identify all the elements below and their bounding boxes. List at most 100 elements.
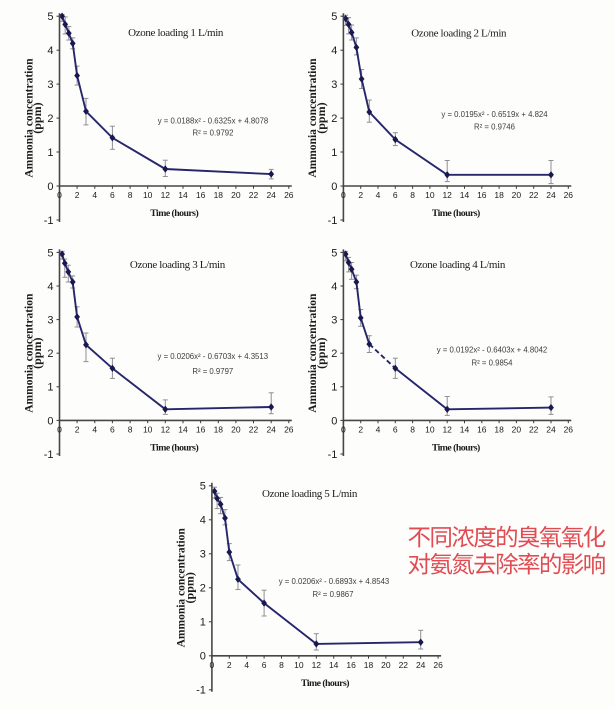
svg-text:12: 12 [161, 425, 171, 435]
svg-text:0: 0 [341, 425, 346, 435]
svg-text:4: 4 [200, 515, 206, 527]
svg-text:10: 10 [143, 425, 153, 435]
svg-text:Ozone loading 5 L/min: Ozone loading 5 L/min [262, 488, 358, 500]
svg-text:-1: -1 [328, 449, 338, 461]
svg-text:1: 1 [331, 147, 337, 159]
svg-text:Ozone loading 2 L/min: Ozone loading 2 L/min [411, 27, 507, 39]
svg-text:2: 2 [47, 348, 53, 360]
svg-text:26: 26 [284, 190, 294, 200]
svg-text:0: 0 [331, 181, 337, 193]
svg-text:26: 26 [564, 425, 574, 435]
svg-text:4: 4 [47, 45, 53, 57]
svg-text:20: 20 [381, 660, 391, 670]
svg-text:16: 16 [477, 190, 487, 200]
svg-text:y = 0.0206x² - 0.6893x + 4.854: y = 0.0206x² - 0.6893x + 4.8543 [279, 577, 390, 586]
svg-text:5: 5 [200, 481, 206, 493]
svg-text:14: 14 [329, 660, 339, 670]
svg-text:-1: -1 [44, 215, 54, 227]
svg-text:0: 0 [341, 190, 346, 200]
svg-text:26: 26 [564, 190, 574, 200]
svg-text:24: 24 [266, 425, 276, 435]
svg-text:R² = 0.9746: R² = 0.9746 [474, 122, 515, 131]
svg-text:(ppm): (ppm) [314, 338, 328, 369]
svg-text:4: 4 [92, 425, 97, 435]
svg-text:20: 20 [231, 190, 241, 200]
svg-text:8: 8 [279, 660, 284, 670]
svg-text:22: 22 [529, 190, 539, 200]
svg-text:22: 22 [529, 425, 539, 435]
svg-text:20: 20 [512, 425, 522, 435]
svg-text:22: 22 [399, 660, 409, 670]
svg-text:y = 0.0206x² - 0.6703x + 4.351: y = 0.0206x² - 0.6703x + 4.3513 [158, 352, 269, 361]
svg-text:Ammonia concentration: Ammonia concentration [176, 528, 188, 648]
svg-text:8: 8 [128, 190, 133, 200]
svg-text:R² = 0.9854: R² = 0.9854 [472, 358, 514, 367]
svg-text:12: 12 [442, 190, 452, 200]
svg-text:(ppm): (ppm) [314, 102, 328, 133]
svg-text:6: 6 [110, 425, 115, 435]
svg-text:2: 2 [227, 660, 232, 670]
svg-text:y = 0.0192x² - 0.6403x + 4.804: y = 0.0192x² - 0.6403x + 4.8042 [437, 345, 548, 354]
svg-text:(ppm): (ppm) [183, 572, 197, 603]
svg-text:Time (hours): Time (hours) [150, 443, 198, 454]
svg-text:16: 16 [196, 190, 206, 200]
svg-text:4: 4 [92, 190, 97, 200]
svg-text:Ammonia concentration: Ammonia concentration [23, 58, 35, 178]
svg-text:Time (hours): Time (hours) [432, 208, 480, 219]
svg-text:2: 2 [75, 190, 80, 200]
svg-text:y = 0.0195x² - 0.6519x + 4.824: y = 0.0195x² - 0.6519x + 4.824 [441, 110, 548, 119]
svg-text:1: 1 [47, 382, 53, 394]
svg-text:12: 12 [312, 660, 322, 670]
svg-text:3: 3 [200, 549, 206, 561]
svg-text:16: 16 [346, 660, 356, 670]
svg-text:1: 1 [47, 147, 53, 159]
svg-text:0: 0 [200, 651, 206, 663]
svg-text:Time (hours): Time (hours) [150, 208, 198, 219]
svg-text:R² = 0.9797: R² = 0.9797 [192, 367, 233, 376]
svg-text:16: 16 [477, 425, 487, 435]
svg-text:12: 12 [161, 190, 171, 200]
svg-text:Ammonia concentration: Ammonia concentration [307, 293, 319, 413]
svg-text:0: 0 [57, 425, 62, 435]
svg-text:5: 5 [47, 247, 53, 259]
svg-text:0: 0 [57, 190, 62, 200]
svg-text:1: 1 [331, 382, 337, 394]
svg-text:18: 18 [494, 190, 504, 200]
svg-text:(ppm): (ppm) [30, 338, 44, 369]
svg-text:y = 0.0188x² - 0.6325x + 4.807: y = 0.0188x² - 0.6325x + 4.8078 [158, 116, 269, 125]
svg-text:14: 14 [460, 425, 470, 435]
svg-text:22: 22 [249, 425, 259, 435]
svg-text:18: 18 [364, 660, 374, 670]
svg-text:20: 20 [231, 425, 241, 435]
svg-text:0: 0 [47, 415, 53, 427]
svg-text:Ammonia concentration: Ammonia concentration [23, 293, 35, 413]
svg-text:10: 10 [425, 425, 435, 435]
svg-text:12: 12 [442, 425, 452, 435]
svg-text:2: 2 [358, 190, 363, 200]
svg-text:R² = 0.9867: R² = 0.9867 [313, 590, 354, 599]
svg-text:4: 4 [331, 281, 337, 293]
svg-text:6: 6 [393, 190, 398, 200]
svg-text:16: 16 [196, 425, 206, 435]
svg-text:0: 0 [331, 415, 337, 427]
svg-text:4: 4 [376, 425, 381, 435]
svg-text:2: 2 [358, 425, 363, 435]
svg-text:0: 0 [47, 181, 53, 193]
svg-text:(ppm): (ppm) [30, 102, 44, 133]
svg-text:10: 10 [425, 190, 435, 200]
svg-text:2: 2 [75, 425, 80, 435]
svg-text:10: 10 [143, 190, 153, 200]
svg-text:18: 18 [214, 425, 224, 435]
svg-text:20: 20 [512, 190, 522, 200]
svg-text:14: 14 [178, 425, 188, 435]
svg-text:26: 26 [433, 660, 443, 670]
svg-text:2: 2 [47, 113, 53, 125]
svg-text:R² = 0.9792: R² = 0.9792 [193, 128, 234, 137]
svg-text:1: 1 [200, 617, 206, 629]
svg-text:-1: -1 [328, 215, 338, 227]
svg-text:8: 8 [410, 425, 415, 435]
svg-text:4: 4 [331, 45, 337, 57]
svg-text:6: 6 [262, 660, 267, 670]
svg-text:Ammonia concentration: Ammonia concentration [307, 58, 319, 178]
svg-text:14: 14 [460, 190, 470, 200]
